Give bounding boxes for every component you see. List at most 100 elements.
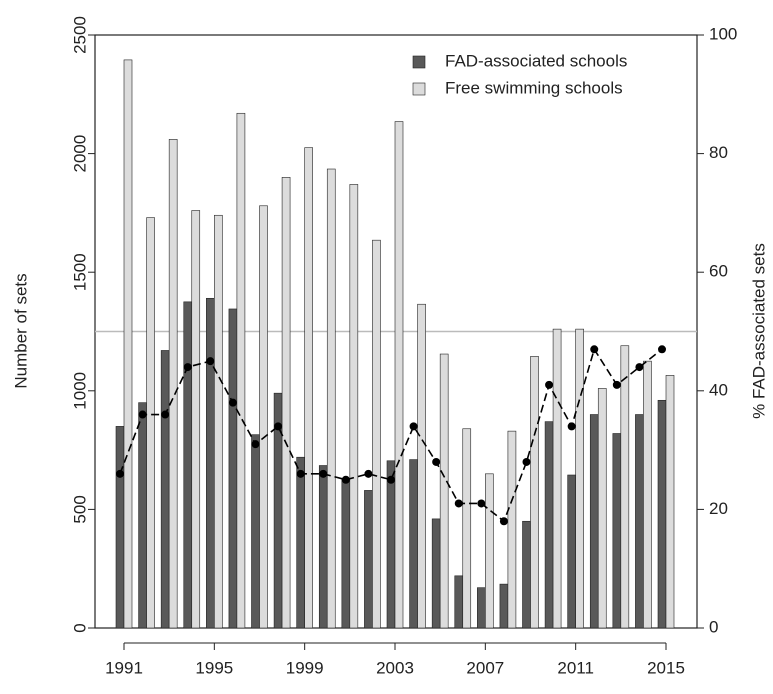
- bar: [115, 426, 125, 629]
- y2-tick-label: 0: [709, 617, 718, 636]
- legend-label: Free swimming schools: [445, 78, 623, 97]
- point: [387, 475, 395, 484]
- bar: [341, 478, 351, 629]
- legend-label: FAD-associated schools: [445, 51, 627, 70]
- bar: [214, 214, 223, 629]
- bar: [123, 59, 133, 629]
- point: [183, 363, 192, 372]
- bar: [349, 184, 359, 629]
- bar: [281, 177, 291, 629]
- point: [138, 410, 147, 419]
- bar: [191, 210, 201, 629]
- x-tick-label: 1995: [195, 658, 233, 677]
- point: [206, 357, 215, 366]
- point: [454, 499, 463, 508]
- bar: [439, 353, 449, 629]
- point: [296, 469, 305, 478]
- bar: [499, 583, 509, 629]
- bar: [304, 147, 313, 629]
- bar: [228, 308, 238, 629]
- y-axis-label: Number of sets: [11, 273, 30, 388]
- bar: [530, 356, 539, 629]
- bar: [589, 414, 599, 629]
- point: [319, 469, 328, 478]
- point: [477, 499, 486, 508]
- legend-swatch: [412, 82, 426, 96]
- bar: [454, 575, 464, 629]
- point: [228, 398, 237, 407]
- y-tick-label: 0: [70, 623, 89, 632]
- bar: [394, 121, 404, 629]
- bar: [168, 139, 178, 629]
- bar: [665, 375, 675, 629]
- bar: [552, 328, 562, 629]
- y-tick-label: 500: [70, 495, 89, 523]
- bar: [326, 168, 336, 629]
- bar: [544, 421, 554, 629]
- x-tick-label: 2003: [376, 658, 414, 677]
- x-tick-label: 2007: [466, 658, 504, 677]
- bar: [183, 301, 193, 629]
- bar: [507, 430, 517, 629]
- point: [161, 410, 170, 419]
- y-tick-label: 1500: [70, 253, 89, 291]
- point: [590, 345, 599, 354]
- bar: [318, 465, 328, 629]
- bar: [386, 460, 396, 629]
- point: [567, 422, 576, 431]
- bar: [657, 399, 667, 629]
- point: [545, 380, 554, 389]
- bar: [431, 518, 441, 629]
- y2-tick-label: 100: [709, 24, 737, 43]
- bar: [620, 345, 630, 629]
- y2-tick-label: 60: [709, 262, 728, 281]
- x-tick-label: 2011: [557, 658, 594, 677]
- bar: [251, 434, 260, 629]
- point: [341, 475, 350, 484]
- y2-tick-label: 80: [709, 143, 728, 162]
- bar: [635, 414, 644, 629]
- bar: [612, 433, 622, 629]
- y2-tick-label: 40: [709, 380, 728, 399]
- y-tick-label: 2000: [70, 135, 89, 173]
- point: [522, 457, 531, 466]
- bar: [296, 456, 305, 629]
- bar: [138, 402, 147, 629]
- bar: [597, 388, 607, 629]
- bar: [146, 217, 155, 629]
- point: [409, 422, 418, 431]
- point: [274, 422, 283, 431]
- bar: [409, 459, 418, 629]
- bar: [259, 205, 268, 629]
- y2-tick-label: 20: [709, 499, 728, 518]
- point: [635, 363, 644, 372]
- y-tick-label: 1000: [70, 372, 89, 410]
- bar: [462, 428, 472, 629]
- bar: [575, 328, 584, 629]
- bar: [160, 350, 170, 629]
- point: [612, 380, 621, 389]
- bar: [522, 520, 531, 629]
- bar: [417, 303, 426, 629]
- bar: [643, 360, 652, 629]
- point: [432, 457, 441, 466]
- point: [251, 440, 260, 449]
- bar: [206, 297, 215, 629]
- bar: [236, 112, 246, 629]
- point: [364, 469, 373, 478]
- x-tick-label: 1991: [105, 658, 143, 677]
- legend-swatch: [412, 55, 426, 69]
- y-tick-label: 2500: [70, 16, 89, 54]
- bar: [485, 473, 494, 629]
- bar: [364, 490, 373, 629]
- bar: [477, 587, 486, 629]
- y2-axis-label: % FAD-associated sets: [749, 243, 768, 419]
- bar: [567, 474, 576, 629]
- point: [116, 469, 124, 478]
- point: [499, 517, 508, 526]
- x-tick-label: 2015: [647, 658, 685, 677]
- bar: [372, 239, 381, 629]
- point: [658, 345, 666, 354]
- x-tick-label: 1999: [286, 658, 324, 677]
